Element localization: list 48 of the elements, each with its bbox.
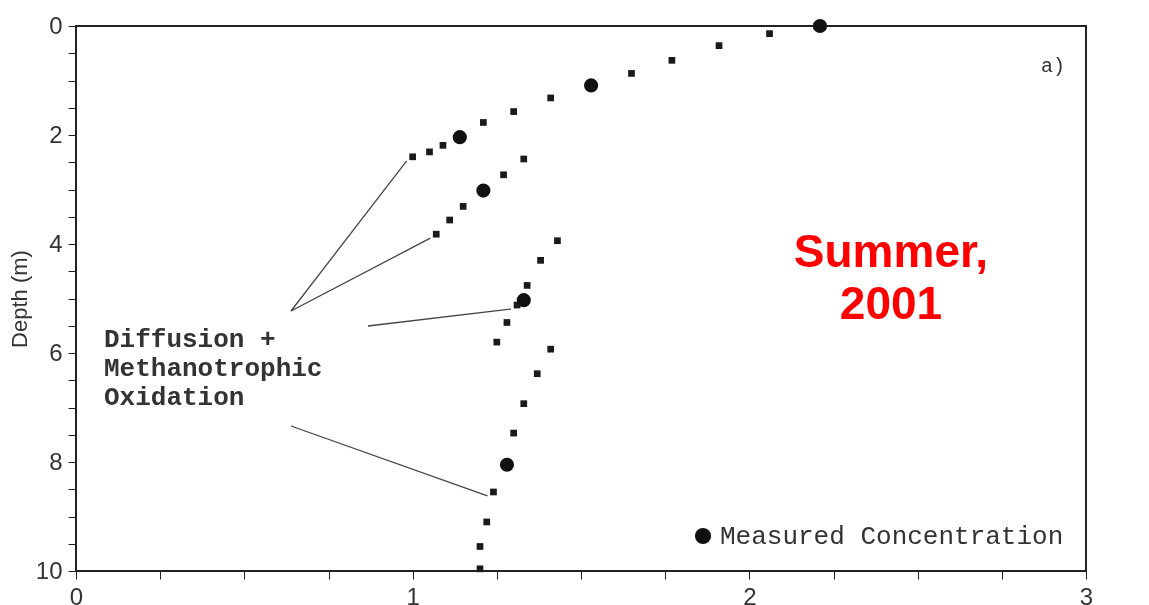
point [446, 216, 454, 224]
y-tick-label: 0 [49, 11, 63, 39]
point [426, 148, 433, 156]
point [668, 56, 676, 64]
point [547, 94, 555, 102]
point [715, 42, 723, 49]
point [459, 203, 467, 210]
point [476, 565, 484, 573]
point [439, 142, 447, 149]
point [510, 429, 518, 437]
legend-label: Measured Concentration [720, 522, 1064, 552]
x-tick-label: 1 [406, 582, 420, 605]
x-tick-label: 0 [69, 582, 84, 605]
point [510, 108, 518, 115]
point [516, 293, 531, 308]
point [812, 18, 828, 34]
point [766, 30, 773, 37]
point [480, 119, 487, 126]
point [533, 370, 541, 378]
point [520, 155, 528, 163]
point [483, 518, 491, 526]
x-tick-label: 3 [1079, 582, 1094, 605]
x-tick-label: 2 [743, 582, 757, 605]
y-tick-label: 8 [49, 447, 63, 475]
point [452, 130, 467, 145]
point [523, 282, 531, 289]
y-tick-label: 10 [35, 556, 63, 584]
point [409, 153, 417, 161]
point [499, 457, 514, 472]
point [493, 338, 501, 346]
y-tick-label: 2 [49, 120, 63, 148]
point [547, 345, 555, 353]
point [520, 400, 528, 408]
y-axis-title: Depth (m) [6, 250, 32, 348]
point [432, 230, 440, 238]
point [554, 237, 561, 245]
annotation: a) [1041, 55, 1066, 78]
point [584, 78, 599, 93]
y-tick-label: 6 [49, 338, 63, 366]
annotation: Summer, 2001 [793, 225, 989, 329]
annotation: Diffusion + Methanotrophic Oxidation [104, 325, 323, 414]
point [476, 543, 484, 550]
point [476, 183, 491, 198]
point [500, 171, 507, 179]
point [628, 70, 635, 77]
point [490, 488, 497, 496]
point [537, 257, 544, 264]
y-tick-label: 4 [49, 229, 63, 257]
